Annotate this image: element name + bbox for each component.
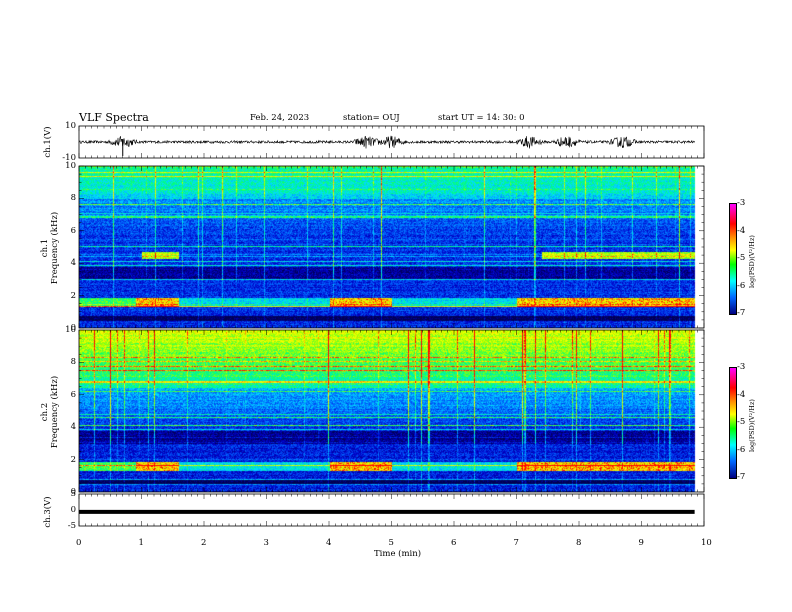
ch1-freq-tick-label: 10	[65, 161, 76, 171]
ch1-channel-label: ch.1	[40, 238, 50, 258]
ch1-colorbar-tick-label: -6	[737, 280, 746, 291]
station-label: station= OUJ	[343, 113, 400, 123]
x-tick-label: 2	[201, 538, 207, 548]
ch1-freq-tick-label: 8	[70, 193, 76, 204]
ch1-colorbar-tick-label: -3	[737, 198, 746, 208]
ch1-colorbar-tick-label: -5	[737, 253, 746, 263]
ch1-freq-tick-label: 6	[70, 225, 76, 236]
ch1-colorbar-tick-label: -7	[737, 308, 746, 318]
ch2-colorbar-tick-label: -7	[737, 472, 746, 482]
x-axis-label: Time (min)	[374, 549, 422, 559]
ch1-spectrogram	[79, 166, 704, 328]
ch2-freq-tick-label: 8	[70, 357, 76, 368]
x-tick-label: 7	[513, 538, 519, 548]
ch2-freq-tick-label: 10	[65, 325, 76, 335]
ch1-colorbar	[729, 203, 737, 315]
x-tick-label: 5	[388, 538, 394, 548]
start-time-label: start UT = 14: 30: 0	[438, 113, 525, 123]
ch2-colorbar-label: log(PSD)(V²/Hz)	[748, 399, 756, 452]
x-tick-label: 10	[701, 538, 712, 548]
date-label: Feb. 24, 2023	[250, 113, 310, 123]
ch1-ytick-label: 10	[65, 121, 76, 131]
ch3-ytick-label: -5	[67, 521, 76, 531]
ch3-waveform-ylabel: ch.3(V)	[43, 496, 53, 528]
ch2-freq-tick-label: 2	[70, 454, 76, 465]
ch2-spectrogram	[79, 330, 704, 492]
ch1-ytick-label: -10	[62, 153, 76, 163]
ch1-freq-tick-label: 4	[70, 258, 76, 269]
ch2-colorbar	[729, 367, 737, 479]
ch2-spectrogram-ylabel: ch.2 Frequency (kHz)	[40, 367, 60, 457]
x-tick-label: 9	[638, 538, 644, 548]
ch1-freq-tick-label: 0	[70, 323, 76, 333]
ch1-spectrogram-ylabel: ch.1 Frequency (kHz)	[40, 203, 60, 293]
ch2-frequency-label: Frequency (kHz)	[50, 375, 60, 449]
x-tick-label: 1	[138, 538, 144, 548]
ch3-ytick-label: 5	[70, 489, 76, 499]
panel-frame-2	[78, 329, 705, 493]
ch2-colorbar-tick-label: -4	[737, 389, 746, 400]
ch1-waveform-trace	[78, 135, 695, 149]
ch1-colorbar-label: log(PSD)(V²/Hz)	[748, 235, 756, 288]
ch3-ytick-label: 0	[70, 505, 76, 515]
panel-frame-1	[78, 165, 705, 329]
x-tick-label: 4	[326, 538, 332, 548]
ch2-colorbar-tick-label: -3	[737, 362, 746, 372]
x-tick-label: 3	[263, 538, 269, 548]
ch2-freq-tick-label: 6	[70, 389, 76, 400]
ch2-channel-label: ch.2	[40, 402, 50, 422]
ch1-spectrogram-canvas	[79, 166, 704, 328]
ch2-spectrogram-canvas	[79, 330, 704, 492]
ch2-freq-tick-label: 0	[70, 487, 76, 497]
ch2-freq-tick-label: 4	[70, 422, 76, 433]
x-tick-label: 0	[76, 538, 82, 548]
ch1-waveform-ylabel: ch.1(V)	[43, 126, 53, 158]
ch1-freq-tick-label: 2	[70, 290, 76, 301]
ch1-frequency-label: Frequency (kHz)	[50, 211, 60, 285]
ch1-colorbar-tick-label: -4	[737, 225, 746, 236]
ch2-colorbar-tick-label: -6	[737, 444, 746, 455]
x-tick-label: 8	[576, 538, 582, 548]
ch2-colorbar-tick-label: -5	[737, 417, 746, 427]
x-tick-label: 6	[451, 538, 457, 548]
chart-title: VLF Spectra	[79, 111, 149, 124]
